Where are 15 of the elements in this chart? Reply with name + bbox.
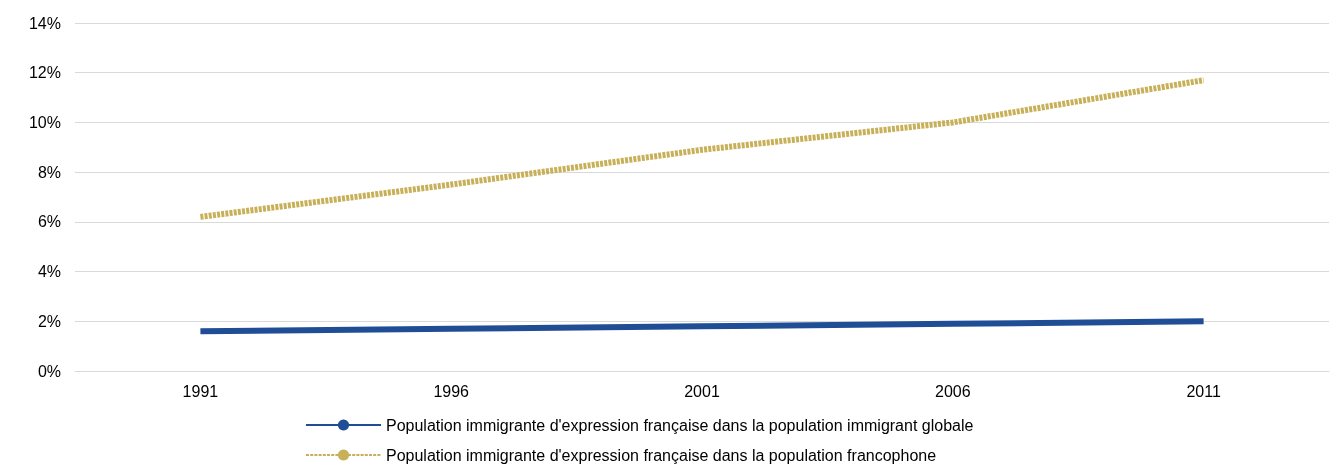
y-tick-label: 6% [37, 213, 61, 231]
legend-label: Population immigrante d'expression française dans la population francophone [386, 446, 937, 464]
x-tick-label: 1991 [182, 382, 219, 400]
legend-label: Population immigrante d'expression française dans la population immigrant globale [386, 416, 974, 434]
y-tick-label: 4% [37, 263, 61, 281]
x-tick-label: 2006 [935, 382, 971, 400]
y-tick-label: 0% [37, 362, 61, 380]
y-tick-label: 8% [37, 163, 61, 181]
y-tick-label: 12% [28, 64, 61, 82]
y-tick-label: 10% [28, 113, 61, 131]
x-tick-label: 2001 [684, 382, 720, 400]
y-tick-label: 2% [37, 312, 61, 330]
x-tick-label: 1996 [433, 382, 470, 400]
y-tick-label: 14% [28, 14, 61, 32]
x-tick-label: 2011 [1186, 382, 1221, 400]
